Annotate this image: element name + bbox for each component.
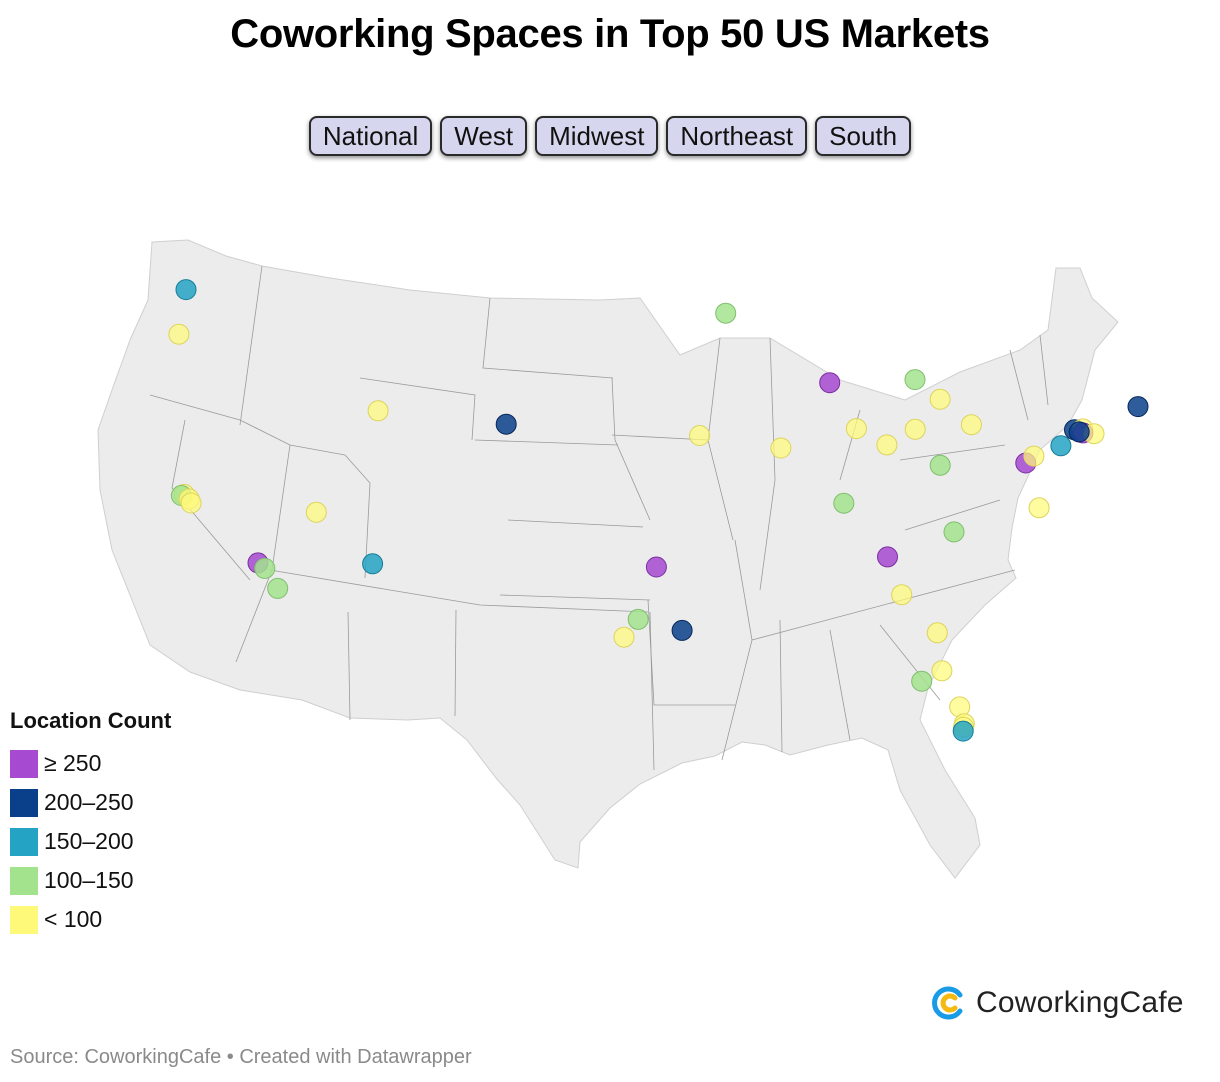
market-marker[interactable] (495, 413, 517, 435)
state-border-line (239, 265, 263, 426)
chart-title: Coworking Spaces in Top 50 US Markets (230, 12, 990, 56)
market-marker[interactable] (168, 323, 190, 345)
source-credit: Source: CoworkingCafe • Created with Dat… (10, 1046, 472, 1068)
legend-item: 100–150 (10, 861, 171, 900)
tab-national[interactable]: National (308, 116, 433, 156)
state-border-line (649, 611, 655, 771)
market-marker[interactable] (305, 501, 327, 523)
state-borders (149, 265, 1049, 771)
state-border-line (474, 439, 619, 446)
tab-midwest[interactable]: Midwest (535, 116, 659, 156)
market-marker[interactable] (1050, 435, 1072, 457)
brand-name: CoworkingCafe (976, 986, 1184, 1019)
legend-label: 150–200 (44, 828, 134, 854)
market-marker[interactable] (613, 626, 635, 648)
market-marker[interactable] (180, 492, 202, 514)
state-border-line (344, 454, 371, 579)
market-marker[interactable] (876, 434, 898, 456)
state-border-line (611, 377, 651, 521)
legend-swatch (10, 788, 38, 817)
market-marker[interactable] (929, 454, 951, 476)
legend-swatch (10, 866, 38, 895)
market-marker[interactable] (175, 279, 197, 301)
market-marker[interactable] (715, 302, 737, 324)
state-border-line (454, 609, 457, 717)
tab-south[interactable]: South (815, 116, 912, 156)
market-marker[interactable] (877, 546, 898, 568)
market-marker[interactable] (926, 622, 948, 644)
legend-item: ≥ 250 (10, 744, 171, 783)
state-border-line (507, 519, 644, 528)
market-marker[interactable] (267, 577, 289, 599)
market-markers (168, 279, 1149, 742)
state-border-line (269, 569, 649, 613)
legend-item: 200–250 (10, 783, 171, 822)
state-border-line (499, 594, 651, 601)
legend-item: < 100 (10, 900, 171, 939)
market-marker[interactable] (254, 557, 276, 579)
legend-title: Location Count (10, 708, 172, 733)
market-marker[interactable] (904, 418, 926, 440)
state-border-line (1009, 349, 1029, 421)
legend-label: 100–150 (44, 867, 134, 893)
state-border-line (1039, 334, 1049, 406)
market-marker[interactable] (362, 553, 384, 575)
state-border-line (482, 297, 614, 379)
legend-item: 150–200 (10, 822, 171, 861)
coworkingcafe-logo-icon (932, 986, 963, 1020)
legend-swatch (10, 905, 38, 934)
region-tabs: National West Midwest Northeast South (0, 116, 1220, 156)
market-marker[interactable] (952, 720, 974, 742)
state-border-line (359, 377, 476, 441)
market-marker[interactable] (931, 660, 953, 682)
state-border-line (171, 419, 251, 581)
state-border-line (149, 394, 346, 456)
legend-label: < 100 (44, 906, 103, 932)
brand-logo: CoworkingCafe (930, 985, 1184, 1021)
market-marker[interactable] (689, 425, 711, 446)
state-border-line (899, 444, 1006, 461)
legend-label: 200–250 (44, 789, 134, 815)
market-marker[interactable] (819, 372, 841, 394)
market-marker[interactable] (1068, 421, 1090, 443)
market-marker[interactable] (943, 521, 965, 543)
us-lower48-landmass (97, 239, 1119, 879)
market-marker[interactable] (671, 619, 693, 641)
state-border-line (751, 569, 1016, 641)
market-marker[interactable] (645, 556, 667, 578)
market-marker[interactable] (960, 414, 982, 436)
state-border-line (347, 611, 351, 721)
state-border-line (904, 499, 1001, 531)
legend: Location Count ≥ 250 200–250 150–200 100–15… (10, 708, 171, 939)
market-marker[interactable] (891, 584, 913, 606)
market-marker[interactable] (367, 400, 389, 422)
state-border-line (647, 599, 735, 706)
tab-west[interactable]: West (440, 116, 528, 156)
market-marker[interactable] (845, 418, 867, 440)
market-marker[interactable] (1127, 396, 1149, 418)
legend-swatch (10, 749, 38, 778)
market-marker[interactable] (770, 437, 792, 459)
market-marker[interactable] (929, 388, 951, 410)
market-marker[interactable] (627, 608, 649, 630)
market-marker[interactable] (1028, 497, 1050, 519)
state-border-line (829, 629, 851, 741)
market-marker[interactable] (904, 369, 926, 391)
tab-northeast[interactable]: Northeast (666, 116, 808, 156)
market-marker[interactable] (911, 670, 933, 692)
state-border-line (759, 337, 776, 591)
state-border-line (779, 619, 783, 753)
market-marker[interactable] (1023, 445, 1045, 467)
legend-label: ≥ 250 (44, 750, 102, 776)
legend-swatch (10, 827, 38, 856)
market-marker[interactable] (833, 492, 855, 514)
